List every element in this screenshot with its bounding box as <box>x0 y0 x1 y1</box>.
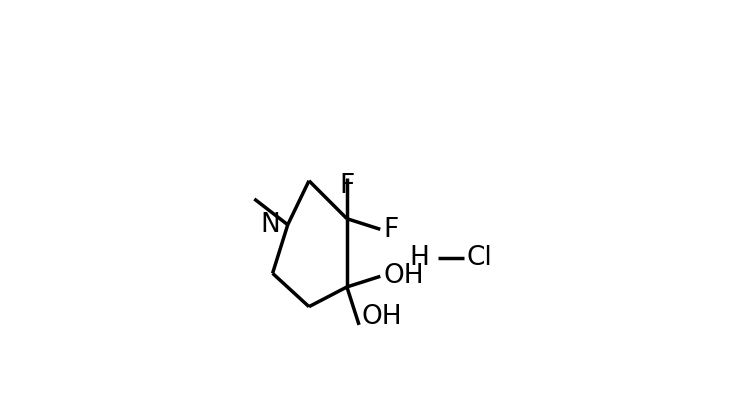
Text: N: N <box>260 212 280 238</box>
Text: F: F <box>384 217 398 243</box>
Text: Cl: Cl <box>466 245 492 271</box>
Text: OH: OH <box>361 304 402 330</box>
Text: F: F <box>339 173 355 199</box>
Text: H: H <box>409 245 429 271</box>
Text: OH: OH <box>384 263 424 289</box>
